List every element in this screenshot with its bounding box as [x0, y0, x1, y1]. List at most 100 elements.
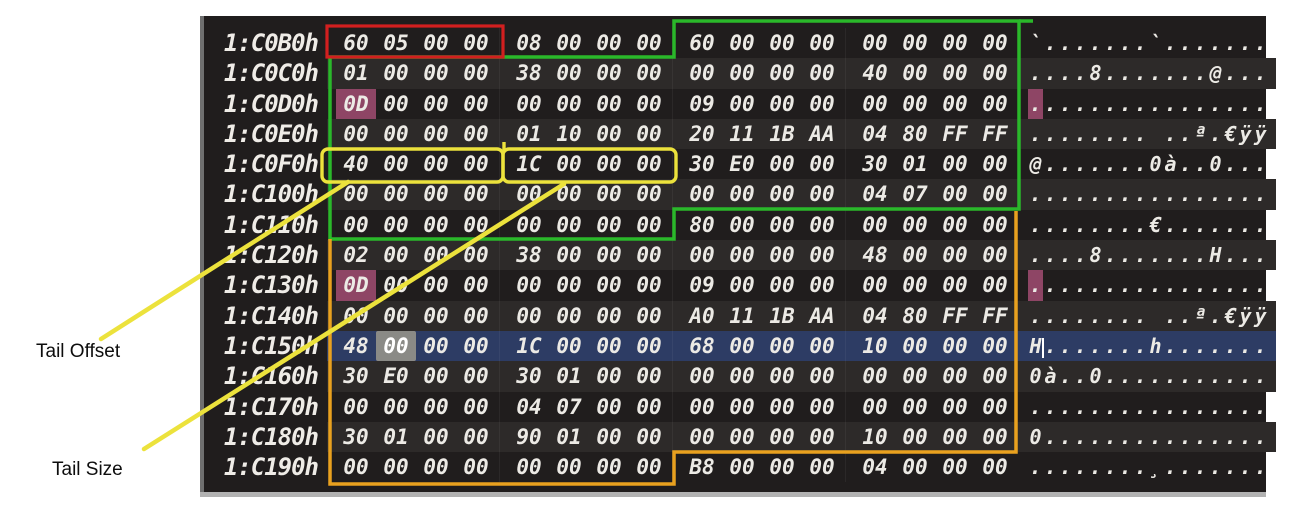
- hex-byte[interactable]: 00: [556, 152, 582, 177]
- hex-byte[interactable]: 48: [862, 243, 888, 268]
- hex-byte[interactable]: 00: [942, 243, 968, 268]
- hex-byte[interactable]: 00: [862, 31, 888, 55]
- hex-byte[interactable]: 00: [423, 273, 449, 298]
- hex-byte[interactable]: 00: [383, 212, 409, 237]
- hex-byte[interactable]: 00: [463, 31, 489, 55]
- hex-byte[interactable]: 00: [862, 273, 888, 298]
- hex-byte[interactable]: 00: [862, 394, 888, 419]
- hex-byte[interactable]: 00: [463, 394, 489, 419]
- hex-byte[interactable]: FF: [982, 121, 1008, 146]
- hex-byte[interactable]: 00: [516, 303, 542, 328]
- hex-byte[interactable]: 00: [902, 364, 928, 389]
- hex-byte[interactable]: 20: [689, 121, 715, 146]
- ascii-cell[interactable]: ................: [1019, 270, 1276, 301]
- hex-byte[interactable]: 00: [769, 424, 795, 449]
- hex-byte[interactable]: 38: [516, 243, 542, 268]
- hex-byte[interactable]: 00: [689, 182, 715, 207]
- hex-byte[interactable]: 00: [636, 121, 662, 146]
- hex-byte[interactable]: 00: [596, 91, 622, 116]
- hex-byte[interactable]: 00: [596, 364, 622, 389]
- hex-byte[interactable]: 00: [383, 61, 409, 86]
- hex-byte[interactable]: 00: [729, 364, 755, 389]
- hex-byte[interactable]: 00: [862, 364, 888, 389]
- hex-byte[interactable]: 00: [942, 273, 968, 298]
- hex-byte[interactable]: E0: [383, 364, 409, 389]
- hex-byte[interactable]: 00: [596, 61, 622, 86]
- hex-byte[interactable]: 00: [942, 394, 968, 419]
- hex-byte[interactable]: 80: [902, 121, 928, 146]
- hex-byte[interactable]: 04: [862, 303, 888, 328]
- hex-byte[interactable]: 00: [982, 31, 1008, 55]
- hex-byte[interactable]: 00: [636, 182, 662, 207]
- hex-byte[interactable]: 30: [343, 364, 369, 389]
- hex-byte[interactable]: 00: [636, 243, 662, 268]
- hex-byte[interactable]: 00: [423, 455, 449, 480]
- hex-byte[interactable]: 00: [902, 61, 928, 86]
- hex-byte[interactable]: 00: [463, 61, 489, 86]
- hex-byte[interactable]: 00: [942, 182, 968, 207]
- hex-byte[interactable]: 00: [769, 182, 795, 207]
- hex-byte[interactable]: 00: [942, 91, 968, 116]
- hex-byte[interactable]: 00: [982, 273, 1008, 298]
- hex-byte[interactable]: 0D: [336, 270, 376, 301]
- hex-byte[interactable]: 00: [982, 364, 1008, 389]
- hex-byte[interactable]: 00: [596, 243, 622, 268]
- hex-byte[interactable]: 1C: [516, 152, 542, 177]
- hex-byte[interactable]: 10: [556, 121, 582, 146]
- hex-byte[interactable]: 00: [343, 182, 369, 207]
- hex-byte[interactable]: 68: [689, 333, 715, 358]
- hex-byte[interactable]: 00: [343, 394, 369, 419]
- hex-byte[interactable]: 30: [516, 364, 542, 389]
- hex-byte[interactable]: 00: [689, 61, 715, 86]
- hex-byte[interactable]: 00: [636, 424, 662, 449]
- hex-byte[interactable]: 00: [423, 243, 449, 268]
- hex-byte[interactable]: 00: [636, 333, 662, 358]
- hex-byte[interactable]: 00: [383, 91, 409, 116]
- hex-byte[interactable]: 00: [942, 333, 968, 358]
- hex-byte[interactable]: 00: [902, 243, 928, 268]
- hex-byte[interactable]: 00: [596, 333, 622, 358]
- hex-byte[interactable]: 00: [516, 273, 542, 298]
- hex-byte[interactable]: 08: [516, 31, 542, 55]
- hex-byte[interactable]: 00: [516, 455, 542, 480]
- ascii-cell[interactable]: ........ .. ª. € ÿ ÿ: [1019, 119, 1276, 149]
- hex-byte[interactable]: 1B: [769, 303, 795, 328]
- hex-byte[interactable]: 00: [809, 182, 835, 207]
- hex-byte[interactable]: 09: [689, 91, 715, 116]
- ascii-cell[interactable]: ........ ¸.......: [1019, 452, 1276, 482]
- hex-byte[interactable]: 00: [942, 455, 968, 480]
- hex-byte[interactable]: 00: [556, 455, 582, 480]
- hex-byte[interactable]: 00: [729, 333, 755, 358]
- hex-byte[interactable]: 00: [383, 152, 409, 177]
- hex-byte[interactable]: 01: [902, 152, 928, 177]
- hex-byte[interactable]: 00: [343, 303, 369, 328]
- hex-byte[interactable]: 00: [556, 61, 582, 86]
- hex-byte[interactable]: FF: [982, 303, 1008, 328]
- hex-byte[interactable]: 00: [729, 212, 755, 237]
- hex-byte[interactable]: 10: [862, 424, 888, 449]
- hex-byte[interactable]: 00: [689, 424, 715, 449]
- hex-byte[interactable]: 00: [556, 31, 582, 55]
- hex-byte[interactable]: A0: [689, 303, 715, 328]
- hex-byte[interactable]: 09: [689, 273, 715, 298]
- hex-byte[interactable]: 00: [383, 455, 409, 480]
- hex-byte[interactable]: 00: [902, 455, 928, 480]
- hex-byte[interactable]: 00: [423, 424, 449, 449]
- hex-byte[interactable]: 00: [376, 330, 416, 362]
- hex-byte[interactable]: 90: [516, 424, 542, 449]
- hex-byte[interactable]: 00: [636, 212, 662, 237]
- hex-byte[interactable]: 0D: [336, 88, 376, 119]
- hex-byte[interactable]: 00: [636, 152, 662, 177]
- hex-byte[interactable]: 00: [383, 243, 409, 268]
- hex-byte[interactable]: 00: [689, 394, 715, 419]
- hex-byte[interactable]: 04: [862, 455, 888, 480]
- hex-byte[interactable]: 00: [463, 91, 489, 116]
- hex-byte[interactable]: 00: [343, 455, 369, 480]
- hex-byte[interactable]: 00: [942, 424, 968, 449]
- hex-byte[interactable]: 00: [942, 152, 968, 177]
- hex-byte[interactable]: 00: [809, 364, 835, 389]
- hex-byte[interactable]: 00: [982, 91, 1008, 116]
- hex-byte[interactable]: 00: [862, 91, 888, 116]
- hex-byte[interactable]: 11: [729, 303, 755, 328]
